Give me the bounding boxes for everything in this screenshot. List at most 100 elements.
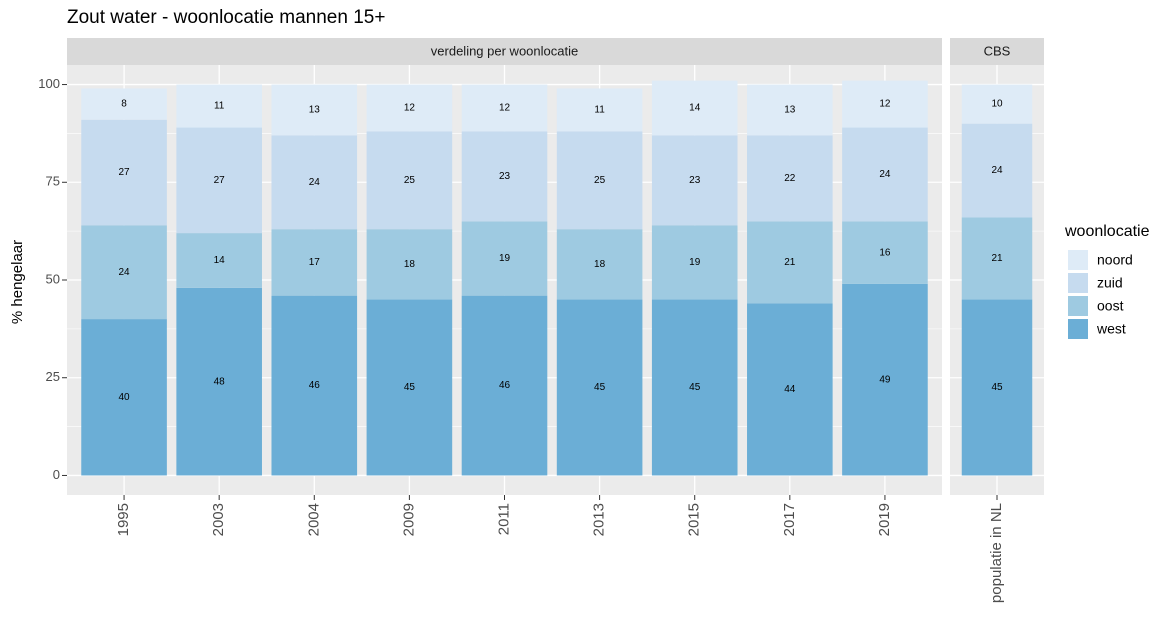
- strip-label: CBS: [984, 43, 1011, 58]
- data-label: 14: [214, 255, 226, 266]
- bar-segment: [461, 84, 548, 132]
- bar-segment: [366, 299, 453, 476]
- data-label: 49: [879, 374, 891, 385]
- x-tick-label: 2015: [686, 503, 703, 536]
- y-tick-label: 25: [46, 369, 60, 384]
- bar-segment: [271, 135, 358, 230]
- data-label: 19: [689, 257, 701, 268]
- bar-segment: [81, 119, 167, 226]
- y-tick-label: 100: [38, 76, 60, 91]
- chart-title: Zout water - woonlocatie mannen 15+: [67, 7, 385, 28]
- data-label: 13: [309, 105, 321, 116]
- data-label: 16: [879, 247, 891, 258]
- x-tick-label: 2003: [210, 503, 227, 536]
- legend-key: [1068, 250, 1088, 270]
- x-tick-label: 2013: [591, 503, 608, 536]
- bar-segment: [747, 303, 833, 476]
- bar-segment: [747, 135, 833, 222]
- legend-key: [1068, 319, 1088, 339]
- data-label: 12: [499, 103, 511, 114]
- data-label: 25: [594, 175, 606, 186]
- bar-segment: [271, 295, 358, 476]
- bar-segment: [556, 88, 643, 132]
- data-label: 44: [784, 384, 796, 395]
- y-tick-label: 50: [46, 271, 60, 286]
- bar-segment: [842, 80, 928, 128]
- bar-segment: [961, 123, 1033, 218]
- data-label: 45: [594, 382, 606, 393]
- legend-label: oost: [1097, 298, 1124, 314]
- data-label: 21: [784, 257, 796, 268]
- bar-segment: [461, 131, 548, 222]
- bar-segment: [81, 225, 167, 320]
- data-label: 23: [689, 175, 701, 186]
- strip: [950, 38, 1044, 65]
- bar-segment: [961, 299, 1033, 476]
- bar-segment: [747, 84, 833, 136]
- data-label: 12: [404, 103, 416, 114]
- legend-title: woonlocatie: [1064, 223, 1150, 240]
- x-tick-label: 2009: [400, 503, 417, 536]
- bar-segment: [81, 319, 167, 476]
- data-label: 18: [594, 259, 606, 270]
- x-tick-label: 2011: [495, 503, 512, 535]
- x-tick-label: 2004: [305, 503, 322, 536]
- legend-key: [1068, 296, 1088, 316]
- bar-segment: [176, 233, 262, 288]
- bar-segment: [366, 131, 453, 230]
- bar-segment: [176, 84, 262, 128]
- data-label: 19: [499, 253, 511, 264]
- bar-segment: [651, 135, 738, 226]
- bar-segment: [461, 295, 548, 476]
- legend-key: [1068, 273, 1088, 293]
- x-tick-label: populatie in NL: [988, 503, 1005, 603]
- data-label: 48: [214, 376, 226, 387]
- data-label: 18: [404, 259, 416, 270]
- data-label: 17: [309, 257, 321, 268]
- bar-segment: [176, 127, 262, 234]
- bar-segment: [961, 84, 1033, 124]
- data-label: 24: [119, 267, 131, 278]
- data-label: 13: [784, 105, 796, 116]
- bar-segment: [651, 299, 738, 476]
- y-tick-label: 0: [53, 467, 60, 482]
- bar-segment: [461, 221, 548, 296]
- data-label: 24: [309, 177, 321, 188]
- bar-segment: [556, 229, 643, 300]
- data-label: 46: [309, 380, 321, 391]
- bar-segment: [556, 299, 643, 476]
- y-axis-label: % hengelaar: [9, 240, 26, 324]
- x-tick-label: 2019: [876, 503, 893, 536]
- data-label: 45: [404, 382, 416, 393]
- bar-segment: [842, 127, 928, 222]
- data-label: 27: [119, 167, 131, 178]
- x-tick-label: 1995: [115, 503, 132, 536]
- data-label: 46: [499, 380, 511, 391]
- data-label: 45: [689, 382, 701, 393]
- data-label: 11: [594, 105, 605, 116]
- x-tick-label: 2017: [781, 503, 798, 536]
- bar-segment: [651, 225, 738, 300]
- data-label: 45: [991, 382, 1003, 393]
- bar-segment: [842, 283, 928, 476]
- data-label: 23: [499, 171, 511, 182]
- legend-label: west: [1096, 321, 1126, 337]
- data-label: 24: [991, 165, 1003, 176]
- data-label: 8: [121, 99, 127, 110]
- data-label: 27: [214, 175, 226, 186]
- data-label: 12: [879, 99, 891, 110]
- y-tick-label: 75: [46, 174, 60, 189]
- data-label: 40: [119, 392, 131, 403]
- bar-segment: [556, 131, 643, 230]
- data-label: 24: [879, 169, 891, 180]
- bar-segment: [651, 80, 738, 136]
- legend-label: noord: [1097, 252, 1133, 268]
- bar-segment: [366, 84, 453, 132]
- legend-label: zuid: [1097, 275, 1123, 291]
- data-label: 21: [991, 253, 1003, 264]
- data-label: 22: [784, 173, 796, 184]
- data-label: 14: [689, 103, 701, 114]
- bar-segment: [961, 217, 1033, 300]
- strip: [67, 38, 942, 65]
